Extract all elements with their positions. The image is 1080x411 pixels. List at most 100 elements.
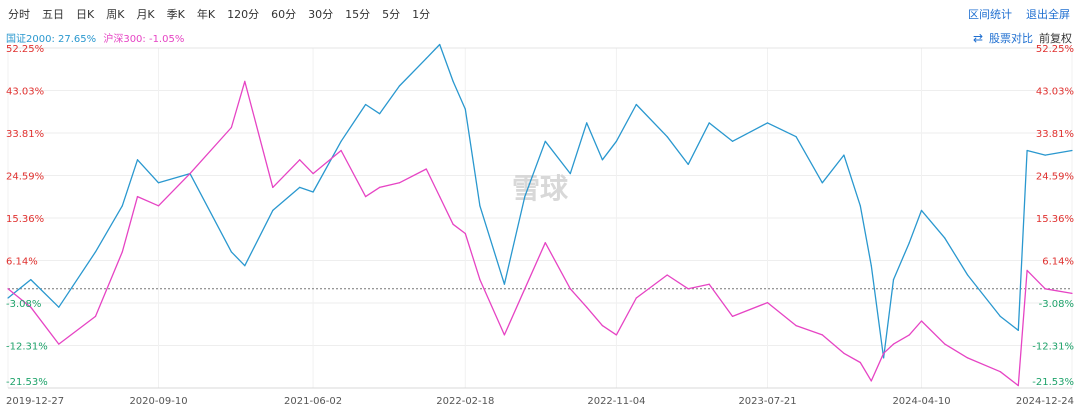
series-2-point: [364, 196, 367, 198]
tab-30min[interactable]: 30分: [308, 8, 334, 21]
series-2-point: [892, 343, 895, 345]
series-1-point: [708, 122, 710, 124]
series-1-point: [601, 159, 604, 161]
series-2-point: [299, 159, 301, 161]
tab-quarterly-k[interactable]: 季K: [166, 8, 185, 21]
series-1-point: [666, 136, 668, 138]
series-1-point: [1017, 329, 1019, 331]
series-2-point: [859, 361, 861, 364]
series-2-point: [731, 315, 734, 318]
y-tick-label-left: -12.31%: [6, 342, 48, 353]
series-2-point: [635, 297, 637, 299]
series-2-point: [94, 315, 97, 318]
compare-icon[interactable]: ⇄: [972, 31, 983, 45]
series-1-point: [821, 182, 823, 184]
series-2-point: [189, 172, 191, 175]
series-1-point: [136, 159, 139, 161]
tab-monthly-k[interactable]: 月K: [136, 8, 155, 21]
series-2-point: [503, 334, 506, 336]
series-2-point: [452, 223, 454, 225]
series-1-point: [920, 209, 923, 212]
series-2-point: [1071, 292, 1073, 294]
tab-60min[interactable]: 60分: [271, 8, 297, 21]
series-1-point: [452, 80, 454, 83]
series-1-point: [966, 274, 969, 276]
y-tick-label-right: 15.36%: [1036, 214, 1074, 225]
toolbar-actions: 区间统计 退出全屏: [954, 6, 1070, 22]
series-1-point: [615, 140, 618, 142]
series-1-point: [464, 108, 466, 110]
series-2-point: [766, 302, 769, 304]
series-1-point: [1026, 149, 1028, 152]
x-axis-labels: 2019-12-27 2020-09-10 2021-06-02 2022-02-18…: [6, 396, 1074, 407]
y-tick-label-left: 33.81%: [6, 129, 44, 140]
series-2-point: [601, 325, 604, 327]
x-tick-label: 2023-07-21: [738, 396, 796, 407]
y-tick-label-left: 15.36%: [6, 214, 44, 225]
series-2-point: [340, 149, 342, 152]
series-2-point: [944, 343, 946, 345]
series-1-point: [870, 265, 872, 267]
series-1-point: [58, 306, 60, 308]
series-2-point: [7, 288, 9, 290]
series-1-point: [544, 140, 546, 142]
watermark-logo: 雪球: [512, 172, 569, 205]
exit-fullscreen-button[interactable]: 退出全屏: [1026, 8, 1070, 21]
y-tick-label-left: -21.53%: [6, 377, 48, 388]
series-1-point: [687, 163, 689, 165]
y-tick-label-right: -12.31%: [1032, 342, 1074, 353]
tab-five-day[interactable]: 五日: [42, 8, 64, 21]
y-axis-labels: 52.25% 52.25% 43.03% 43.03% 33.81% 33.81% 24.5…: [6, 44, 1074, 388]
series-1-point: [503, 283, 506, 285]
chart-grid: [7, 47, 1073, 389]
series-2-point: [378, 186, 381, 189]
tab-weekly-k[interactable]: 周K: [106, 8, 125, 21]
y-tick-label-right: -3.08%: [1039, 299, 1074, 310]
chart-legend: 国证2000: 27.65% 沪深300: -1.05%: [6, 30, 188, 45]
x-tick-label: 2022-11-04: [587, 396, 645, 407]
series-1-point: [569, 172, 571, 175]
series-1-point: [312, 191, 314, 193]
y-tick-label-left: 52.25%: [6, 44, 44, 55]
tab-15min[interactable]: 15分: [345, 8, 371, 21]
series-2-point: [30, 306, 32, 308]
toolbar: 分时 五日 日K 周K 月K 季K 年K 120分 60分 30分 15分 5分…: [0, 0, 1080, 28]
series-1-point: [230, 251, 233, 253]
tab-minute[interactable]: 分时: [8, 8, 30, 21]
tab-1min[interactable]: 1分: [412, 8, 431, 21]
series-1-point: [882, 357, 885, 359]
y-tick-label-right: 24.59%: [1036, 171, 1074, 182]
series-1-point: [859, 205, 861, 207]
x-tick-label: 2024-04-10: [892, 396, 950, 407]
tab-yearly-k[interactable]: 年K: [196, 8, 216, 21]
series-2-point: [882, 352, 885, 354]
series-2-point: [821, 334, 823, 336]
series-2-point: [920, 320, 923, 322]
period-tabs: 分时 五日 日K 周K 月K 季K 年K 120分 60分 30分 15分 5分…: [8, 6, 442, 22]
series-1-point: [340, 140, 342, 142]
stock-compare-button[interactable]: 股票对比: [989, 32, 1033, 45]
series-2-point: [870, 380, 872, 382]
series-2-point: [908, 334, 910, 336]
x-tick-label: 2021-06-02: [284, 396, 342, 407]
series-2-point: [586, 306, 588, 308]
tab-daily-k[interactable]: 日K: [76, 8, 95, 21]
series-1-point: [157, 182, 160, 184]
x-tick-label: 2020-09-10: [129, 396, 187, 407]
range-stats-button[interactable]: 区间统计: [968, 8, 1012, 21]
series-1-point: [425, 57, 427, 59]
series-2-point: [999, 371, 1001, 373]
tab-5min[interactable]: 5分: [382, 8, 401, 21]
series-1-point: [766, 122, 769, 124]
price-adjust-dropdown[interactable]: 前复权: [1039, 32, 1072, 45]
series-1-point: [7, 297, 9, 299]
series-2-point: [966, 357, 969, 359]
series-2-point: [464, 232, 466, 235]
series-2-point: [244, 80, 246, 83]
tab-120min[interactable]: 120分: [227, 8, 260, 21]
series-1-point: [479, 205, 481, 207]
series-2-point: [121, 251, 123, 253]
series-1-point: [398, 85, 401, 87]
y-tick-label-right: 43.03%: [1036, 86, 1074, 97]
